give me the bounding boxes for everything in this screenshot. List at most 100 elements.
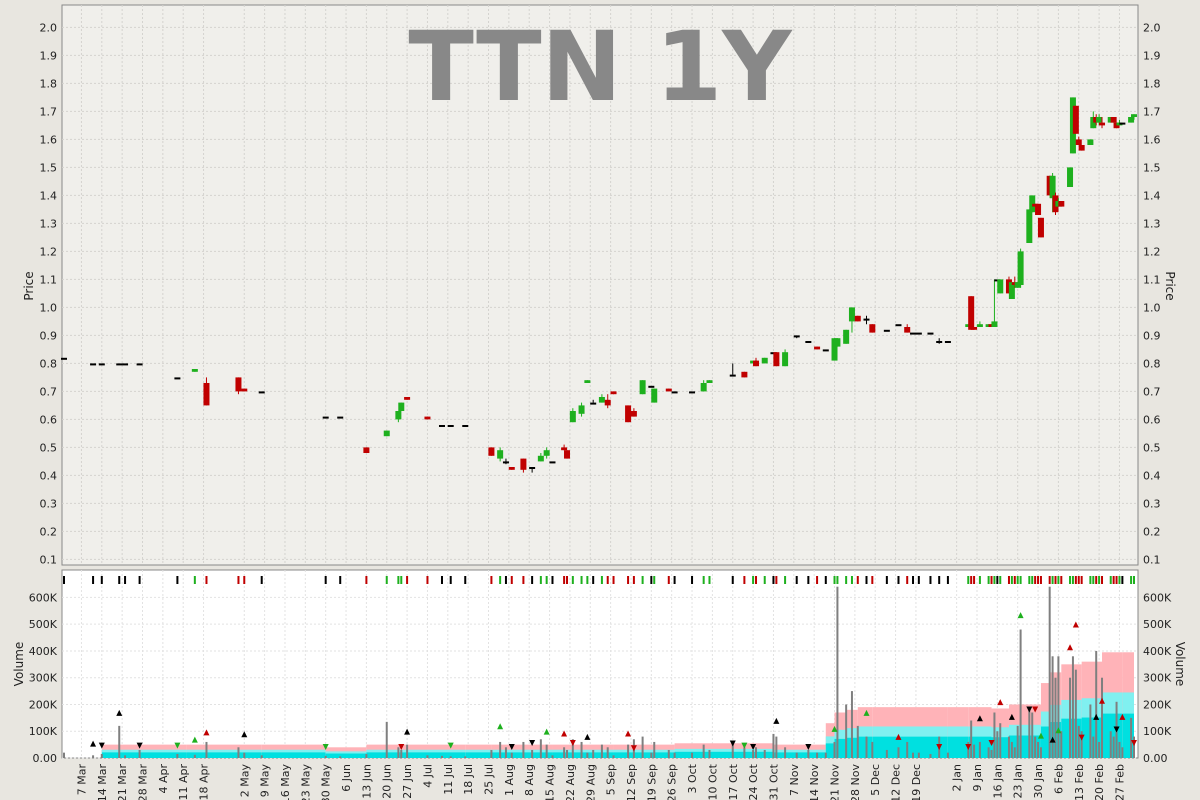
volume-tick-label: 400K	[1143, 645, 1172, 658]
signal-marker	[1037, 732, 1044, 739]
volume-bar	[1098, 741, 1101, 758]
volume-bar	[856, 725, 859, 758]
candle-body	[971, 327, 978, 330]
signal-marker	[569, 739, 576, 746]
volume-bar	[1118, 741, 1121, 758]
price-tick-label: 1.4	[40, 189, 58, 202]
candle-body	[1035, 203, 1042, 215]
candle-body	[241, 388, 248, 392]
session-marker	[856, 576, 859, 584]
date-tick-label: 13 Jun	[360, 764, 373, 799]
volume-tick-label: 0.00	[33, 752, 58, 765]
session-marker	[1039, 576, 1042, 584]
candle-body	[648, 385, 655, 388]
candle-body	[753, 360, 760, 367]
signal-marker	[729, 740, 736, 747]
signal-marker	[191, 736, 198, 743]
session-marker	[464, 576, 467, 584]
candle-body	[665, 388, 672, 392]
volume-bar	[833, 741, 836, 758]
session-marker	[260, 576, 263, 584]
date-tick-label: 18 Jul	[462, 764, 475, 795]
session-marker	[118, 576, 121, 584]
date-tick-label: 7 Mar	[75, 764, 88, 796]
price-tick-label: 0.1	[40, 553, 58, 566]
candle-body	[831, 338, 838, 361]
volume-bar	[522, 741, 525, 758]
candle-body	[604, 399, 611, 406]
candle-body	[502, 461, 509, 464]
candle-body	[1075, 139, 1082, 145]
candle-body	[843, 329, 850, 344]
volume-bar	[563, 747, 566, 758]
signal-marker	[1026, 706, 1033, 713]
session-marker	[1130, 576, 1133, 584]
candle-body	[805, 341, 812, 343]
session-marker	[763, 576, 766, 584]
signal-marker	[1113, 726, 1120, 733]
candle-body	[203, 383, 210, 406]
session-marker	[970, 576, 973, 584]
signal-marker	[1078, 734, 1085, 741]
volume-bar	[490, 749, 493, 758]
volume-bar	[1034, 736, 1037, 758]
candle-body	[337, 416, 344, 419]
date-tick-label: 25 Jul	[483, 764, 496, 795]
session-marker	[545, 576, 548, 584]
volume-average-low	[139, 752, 187, 758]
volume-bar	[1037, 741, 1040, 758]
price-tick-label: 0.7	[1143, 385, 1161, 398]
date-tick-label: 29 Aug	[584, 764, 597, 800]
volume-bar	[397, 747, 400, 758]
volume-bar	[1054, 677, 1057, 758]
session-marker	[1016, 576, 1019, 584]
candle-body	[508, 467, 515, 470]
session-marker	[917, 576, 920, 584]
date-tick-label: 10 Oct	[706, 763, 719, 800]
volume-bar	[929, 753, 932, 758]
price-tick-label: 1.9	[40, 49, 58, 62]
candle-body	[1067, 167, 1074, 187]
volume-bar	[850, 691, 853, 758]
price-axis-left: 0.1 0.2 0.3 0.4 0.5 0.6 0.7 0.8 0.9 1.0 1.1 1.2 1.3 1…	[40, 21, 58, 566]
date-tick-label: 19 Sep	[645, 764, 658, 800]
candle-body	[997, 279, 1004, 294]
volume-bar	[917, 752, 920, 758]
price-tick-label: 1.1	[40, 273, 58, 286]
volume-bar	[539, 739, 542, 758]
candle-body	[1058, 201, 1065, 207]
volume-bar	[885, 749, 888, 758]
candle-body	[462, 425, 469, 427]
session-marker	[592, 576, 595, 584]
candle-body	[773, 352, 780, 367]
signal-marker	[1032, 706, 1039, 713]
volume-average-low	[1122, 713, 1134, 758]
volume-tick-label: 500K	[1143, 618, 1172, 631]
candle-body	[438, 425, 445, 427]
date-tick-label: 13 Feb	[1073, 764, 1086, 800]
session-marker	[1133, 576, 1135, 584]
date-tick-label: 16 May	[279, 764, 292, 800]
volume-bar	[464, 756, 467, 758]
session-marker	[1112, 576, 1115, 584]
volume-bar	[1089, 704, 1092, 758]
volume-bar	[743, 747, 746, 758]
session-marker	[449, 576, 452, 584]
volume-bar	[653, 741, 656, 758]
candle-body	[98, 363, 105, 366]
candle-body	[398, 402, 405, 411]
session-marker	[63, 576, 65, 584]
signal-marker	[863, 709, 870, 716]
signal-marker	[508, 743, 515, 750]
session-marker	[667, 576, 670, 584]
volume-bar	[531, 749, 534, 758]
candle-body	[235, 377, 242, 392]
session-marker	[650, 576, 653, 584]
session-marker	[641, 576, 644, 584]
session-marker	[996, 576, 999, 584]
volume-bar	[999, 723, 1002, 758]
volume-average-low	[407, 752, 466, 758]
price-tick-label: 1.2	[1143, 245, 1161, 258]
session-marker	[871, 576, 874, 584]
candle-body	[61, 357, 67, 360]
